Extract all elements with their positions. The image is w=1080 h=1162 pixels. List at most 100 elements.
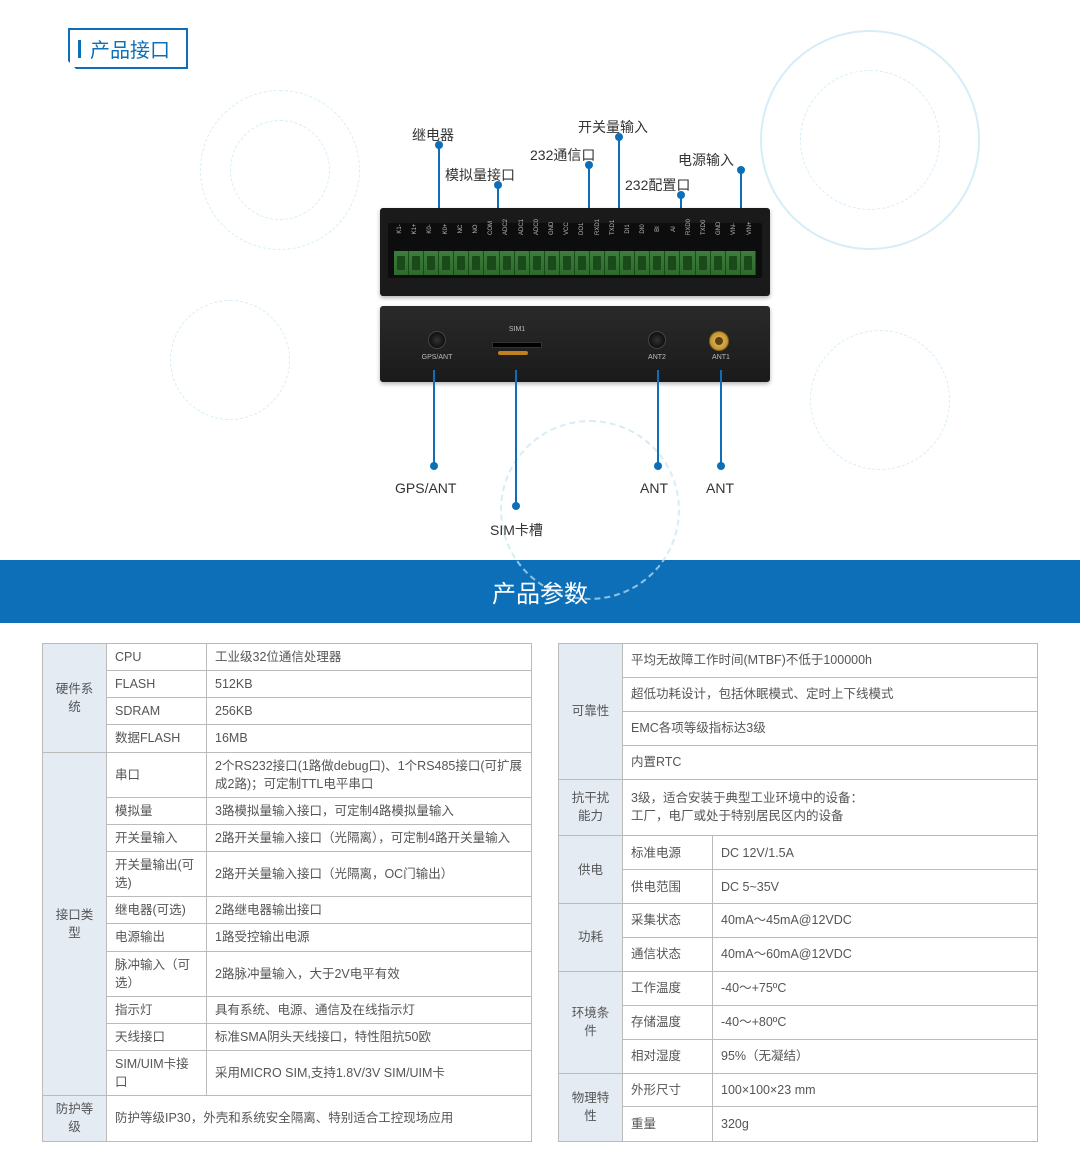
callout-line [515, 370, 517, 508]
table-value-cell: 防护等级IP30，外壳和系统安全隔离、特别适合工控现场应用 [107, 1096, 532, 1141]
table-value-cell: -40～+75ºC [713, 971, 1038, 1005]
terminal-pin [635, 251, 650, 275]
spec-tables: 硬件系统CPU工业级32位通信处理器FLASH512KBSDRAM256KB数据… [0, 643, 1080, 1162]
terminal-pin-label: ADC0 [534, 223, 540, 235]
spec-table-right: 可靠性平均无故障工作时间(MTBF)不低于100000h超低功耗设计，包括休眠模… [558, 643, 1038, 1142]
terminal-pin [500, 251, 515, 275]
terminal-pin-label: K1- [397, 223, 403, 235]
callout-label: 继电器 [412, 125, 454, 145]
table-value-cell: 采用MICRO SIM,支持1.8V/3V SIM/UIM卡 [207, 1051, 532, 1096]
table-row: 相对湿度95%（无凝结） [559, 1039, 1038, 1073]
table-category-cell: 抗干扰能力 [559, 779, 623, 836]
table-value-cell: 标准SMA阴头天线接口，特性阻抗50欧 [207, 1023, 532, 1050]
table-value-cell: 3级，适合安装于典型工业环境中的设备： 工厂，电厂或处于特别居民区内的设备 [623, 779, 1038, 836]
table-key-cell: 脉冲输入（可选） [107, 951, 207, 996]
callout-label: 开关量输入 [578, 117, 648, 137]
table-category-cell: 防护等级 [43, 1096, 107, 1141]
decor-circle [230, 120, 330, 220]
table-row: SIM/UIM卡接口采用MICRO SIM,支持1.8V/3V SIM/UIM卡 [43, 1051, 532, 1096]
decor-circle [810, 330, 950, 470]
terminal-pin [726, 251, 741, 275]
terminal-pin-label: DI0 [640, 223, 646, 235]
terminal-pin-label: COM [488, 223, 494, 235]
table-key-cell: CPU [107, 644, 207, 671]
table-value-cell: 具有系统、电源、通信及在线指示灯 [207, 996, 532, 1023]
table-value-cell: 超低功耗设计，包括休眠模式、定时上下线模式 [623, 677, 1038, 711]
ant2-label: ANT2 [642, 354, 672, 361]
table-value-cell: 2路开关量输入接口（光隔离），可定制4路开关量输入 [207, 824, 532, 851]
table-row: 物理特性外形尺寸100×100×23 mm [559, 1073, 1038, 1107]
table-category-cell: 物理特性 [559, 1073, 623, 1141]
table-value-cell: -40～+80ºC [713, 1005, 1038, 1039]
table-key-cell: 模拟量 [107, 797, 207, 824]
terminal-pin-label: NO [473, 223, 479, 235]
callout-dot [717, 462, 725, 470]
terminal-pin-label: DO1 [579, 223, 585, 235]
gps-ant-label: GPS/ANT [415, 354, 459, 361]
terminal-pin [469, 251, 484, 275]
table-key-cell: 指示灯 [107, 996, 207, 1023]
table-value-cell: DC 12V/1.5A [713, 836, 1038, 870]
table-row: 天线接口标准SMA阴头天线接口，特性阻抗50欧 [43, 1023, 532, 1050]
table-value-cell: 40mA～60mA@12VDC [713, 937, 1038, 971]
table-value-cell: EMC各项等级指标达3级 [623, 711, 1038, 745]
callout-dot [494, 181, 502, 189]
terminal-pin [741, 251, 756, 275]
terminal-pin-label: TXD0 [701, 223, 707, 235]
table-category-cell: 硬件系统 [43, 644, 107, 753]
table-category-cell: 功耗 [559, 904, 623, 972]
table-row: 防护等级防护等级IP30，外壳和系统安全隔离、特别适合工控现场应用 [43, 1096, 532, 1141]
table-row: 超低功耗设计，包括休眠模式、定时上下线模式 [559, 677, 1038, 711]
terminal-pin-label: ADC1 [519, 223, 525, 235]
callout-line [433, 370, 435, 468]
terminal-pin-label: NC [458, 223, 464, 235]
table-category-cell: 环境条件 [559, 971, 623, 1073]
table-value-cell: 256KB [207, 698, 532, 725]
table-key-cell: 标准电源 [623, 836, 713, 870]
terminal-pin [680, 251, 695, 275]
terminal-pin-label: ADC2 [503, 223, 509, 235]
table-row: FLASH512KB [43, 671, 532, 698]
table-row: 通信状态40mA～60mA@12VDC [559, 937, 1038, 971]
table-category-cell: 接口类型 [43, 752, 107, 1096]
callout-dot [654, 462, 662, 470]
terminal-pin-label: K1+ [412, 223, 418, 235]
terminal-pin-label: K0+ [443, 223, 449, 235]
ant2-port [648, 331, 666, 349]
table-key-cell: 存储温度 [623, 1005, 713, 1039]
terminal-pin [515, 251, 530, 275]
terminal-pin-label: K0- [427, 223, 433, 235]
table-value-cell: 512KB [207, 671, 532, 698]
terminal-pin-label: RXD1 [595, 223, 601, 235]
table-value-cell: 100×100×23 mm [713, 1073, 1038, 1107]
table-value-cell: 2个RS232接口(1路做debug口)、1个RS485接口(可扩展成2路)；可… [207, 752, 532, 797]
terminal-pin [620, 251, 635, 275]
callout-dot [435, 141, 443, 149]
terminal-pin [665, 251, 680, 275]
table-row: 供电标准电源DC 12V/1.5A [559, 836, 1038, 870]
terminal-pin-label: VCC [564, 223, 570, 235]
terminal-pin [484, 251, 499, 275]
table-value-cell: 3路模拟量输入接口，可定制4路模拟量输入 [207, 797, 532, 824]
table-row: 指示灯具有系统、电源、通信及在线指示灯 [43, 996, 532, 1023]
table-value-cell: 2路继电器输出接口 [207, 897, 532, 924]
gps-ant-port [428, 331, 446, 349]
table-row: 可靠性平均无故障工作时间(MTBF)不低于100000h [559, 644, 1038, 678]
terminal-pin [711, 251, 726, 275]
callout-label: 模拟量接口 [445, 165, 515, 185]
terminal-pin [530, 251, 545, 275]
ant1-label: ANT1 [706, 354, 736, 361]
callout-label: ANT [640, 480, 668, 496]
table-row: 数据FLASH16MB [43, 725, 532, 752]
table-row: 存储温度-40～+80ºC [559, 1005, 1038, 1039]
table-key-cell: 通信状态 [623, 937, 713, 971]
table-value-cell: 2路脉冲量输入，大于2V电平有效 [207, 951, 532, 996]
table-row: 电源输出1路受控输出电源 [43, 924, 532, 951]
table-row: 开关量输出(可选)2路开关量输入接口（光隔离，OC门输出） [43, 852, 532, 897]
table-key-cell: FLASH [107, 671, 207, 698]
table-key-cell: 天线接口 [107, 1023, 207, 1050]
table-value-cell: 内置RTC [623, 745, 1038, 779]
decor-circle [800, 70, 940, 210]
table-row: 环境条件工作温度-40～+75ºC [559, 971, 1038, 1005]
table-row: 开关量输入2路开关量输入接口（光隔离），可定制4路开关量输入 [43, 824, 532, 851]
